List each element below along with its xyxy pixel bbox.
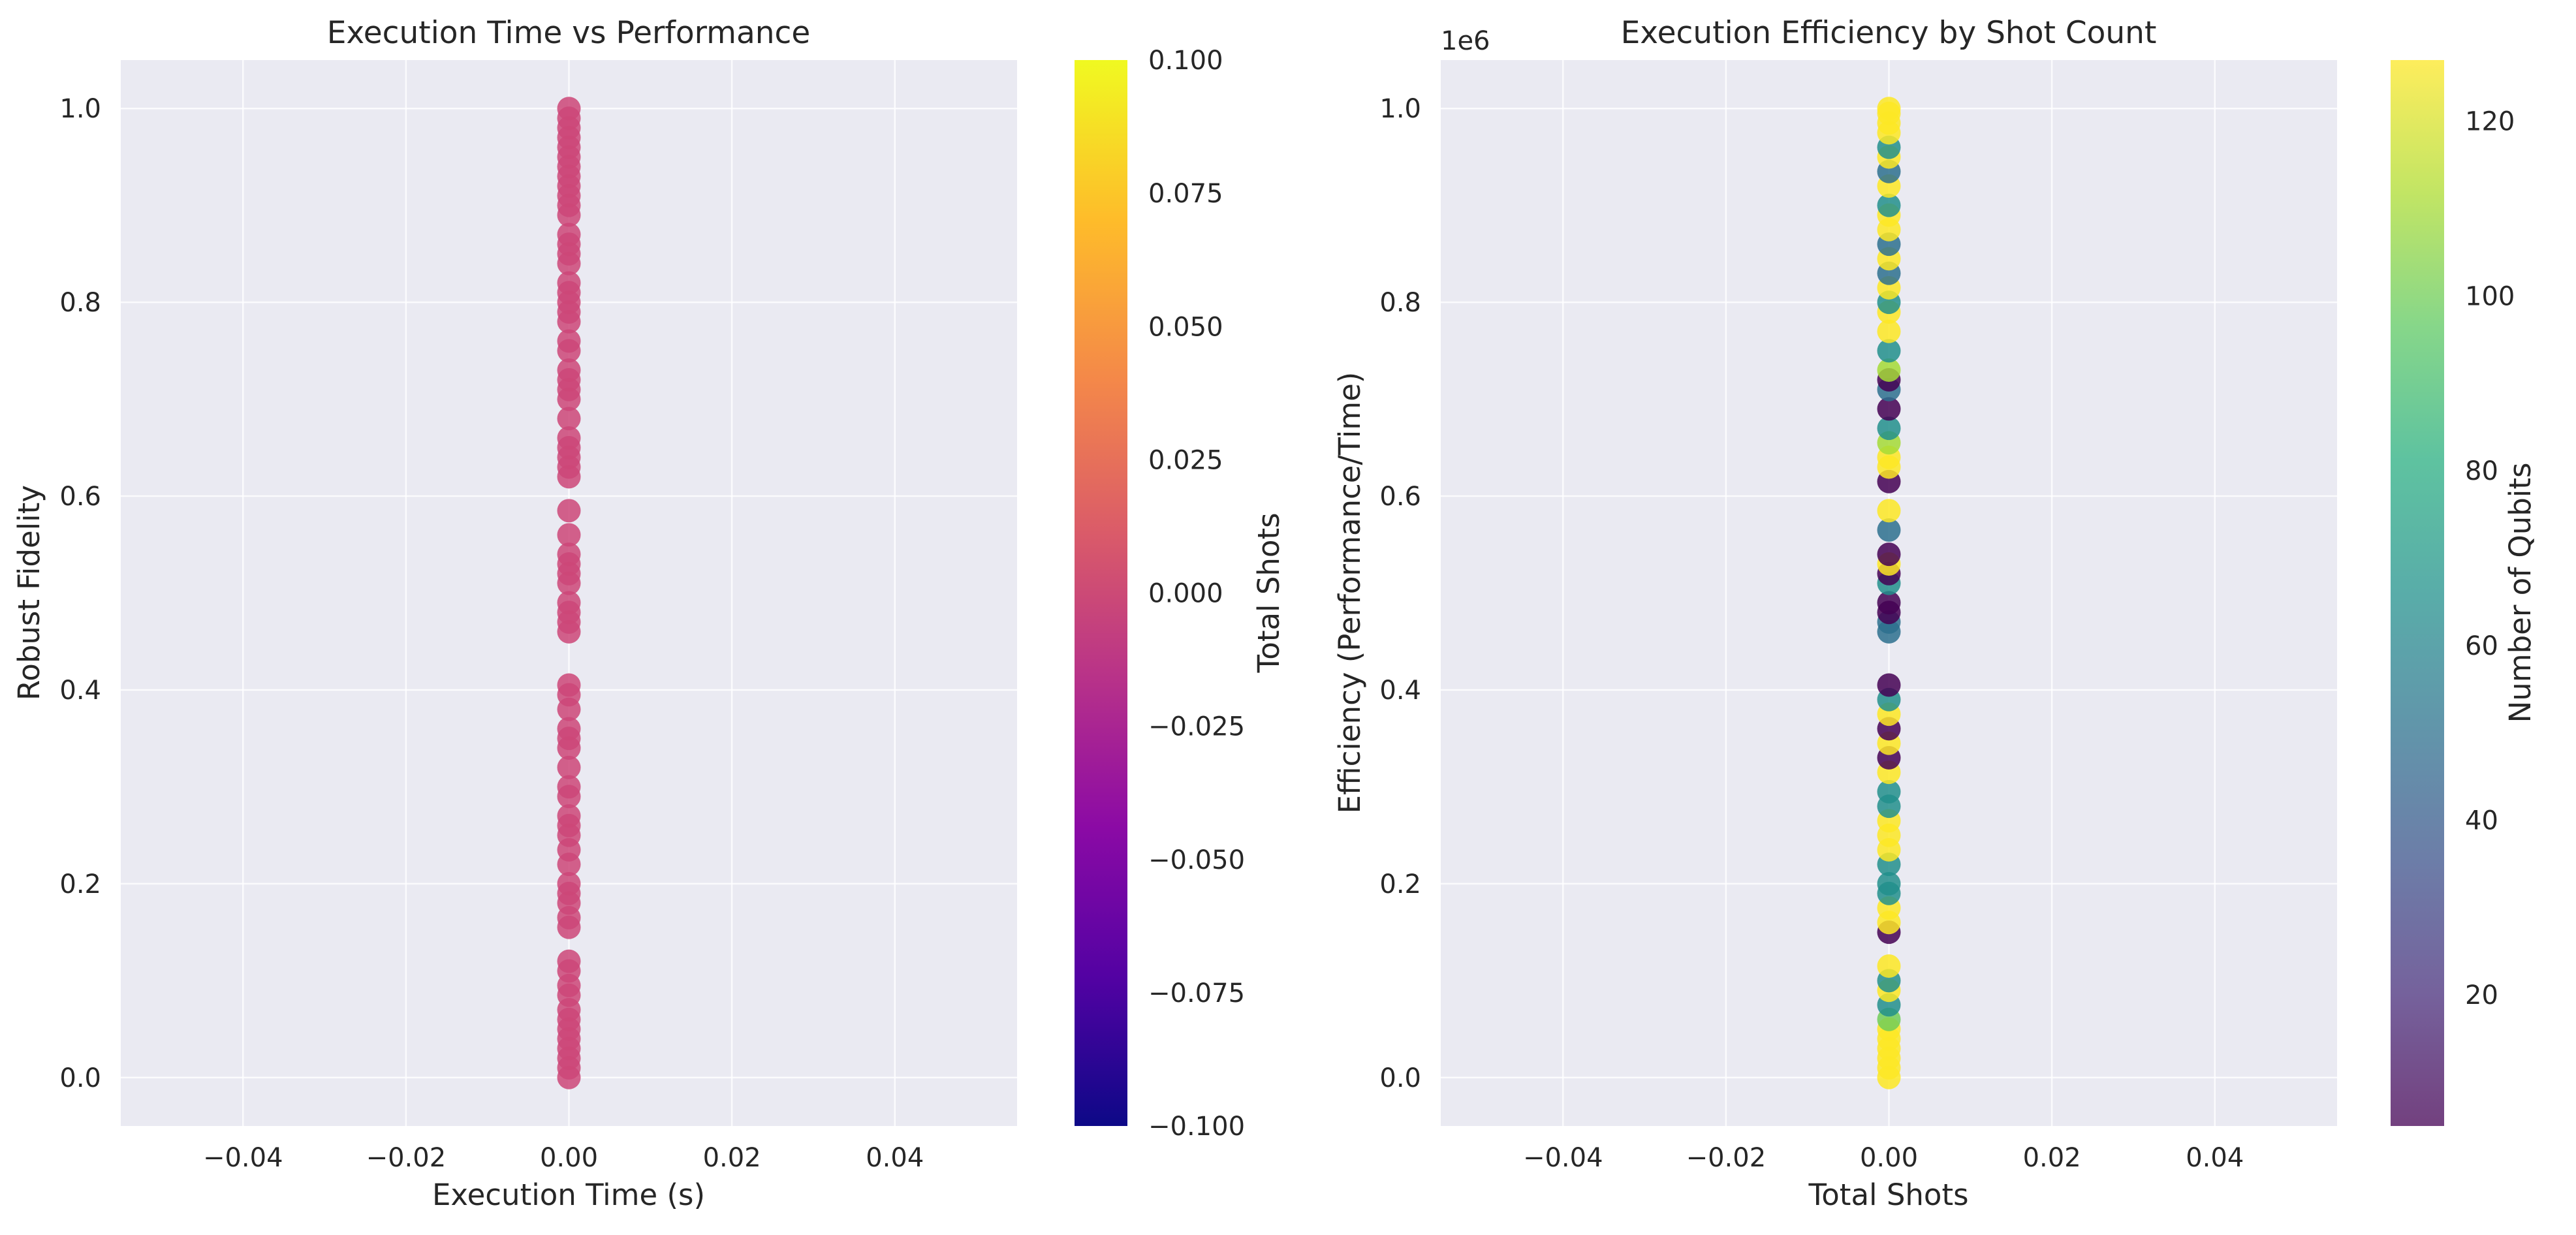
colorbar-tick-label: −0.100	[1148, 1112, 1245, 1142]
x-tick-label: −0.02	[366, 1143, 447, 1173]
scatter-point	[557, 804, 581, 828]
right-scatter-points	[1877, 97, 1901, 1089]
scatter-point	[557, 591, 581, 615]
scatter-point	[557, 871, 581, 896]
scatter-point	[1877, 542, 1901, 567]
scatter-point	[557, 426, 581, 450]
x-tick-label: 0.02	[703, 1143, 761, 1173]
scatter-point	[557, 271, 581, 295]
scatter-point	[1877, 499, 1901, 523]
scatter-point	[1877, 779, 1901, 804]
y-tick-label: 0.4	[1379, 676, 1421, 706]
scatter-point	[1877, 518, 1901, 542]
scatter-point	[557, 673, 581, 697]
left-x-axis-label: Execution Time (s)	[432, 1178, 705, 1212]
colorbar-tick-label: −0.050	[1148, 845, 1245, 875]
x-tick-label: 0.00	[1860, 1143, 1918, 1173]
left-panel: −0.04 −0.02 0.00 0.02 0.04 0.0 0.2 0.4 0.6 0.8 1.…	[12, 15, 1286, 1212]
left-colorbar-tick-labels: −0.100 −0.075 −0.050 −0.025 0.000 0.025 0.050 0…	[1148, 46, 1245, 1142]
left-chart-title: Execution Time vs Performance	[327, 15, 811, 51]
y-tick-label: 0.0	[59, 1063, 101, 1093]
colorbar-tick-label: −0.075	[1148, 978, 1245, 1008]
x-tick-label: 0.04	[2186, 1143, 2244, 1173]
scatter-point	[557, 755, 581, 779]
left-x-tick-labels: −0.04 −0.02 0.00 0.02 0.04	[203, 1143, 924, 1173]
scatter-point	[557, 407, 581, 431]
scatter-point	[557, 949, 581, 973]
scatter-point	[557, 523, 581, 547]
scatter-point	[1877, 358, 1901, 383]
right-chart-title: Execution Efficiency by Shot Count	[1621, 15, 2157, 51]
left-colorbar-label: Total Shots	[1251, 512, 1286, 673]
x-tick-label: 0.00	[540, 1143, 598, 1173]
x-tick-label: −0.04	[1523, 1143, 1603, 1173]
scatter-point	[557, 358, 581, 383]
colorbar-tick-label: 40	[2465, 806, 2498, 836]
right-colorbar-label: Number of Qubits	[2503, 463, 2537, 723]
y-tick-label: 0.4	[59, 676, 101, 706]
right-y-tick-labels: 0.0 0.2 0.4 0.6 0.8 1.0	[1379, 94, 1421, 1093]
y-tick-label: 0.6	[1379, 482, 1421, 512]
x-tick-label: −0.04	[203, 1143, 283, 1173]
right-y-offset-label: 1e6	[1441, 26, 1490, 56]
scatter-point	[1877, 871, 1901, 896]
right-colorbar-tick-labels: 20 40 60 80 100 120	[2465, 107, 2515, 1011]
scatter-point	[1877, 591, 1901, 615]
right-y-axis-label: Efficiency (Performance/Time)	[1332, 372, 1367, 814]
colorbar-tick-label: 100	[2465, 281, 2515, 311]
scatter-point	[1877, 97, 1901, 121]
colorbar-tick-label: 0.050	[1148, 312, 1223, 342]
scatter-point	[1877, 339, 1901, 363]
scatter-point	[1877, 673, 1901, 697]
y-tick-label: 0.2	[1379, 869, 1421, 899]
y-tick-label: 1.0	[1379, 94, 1421, 124]
left-y-tick-labels: 0.0 0.2 0.4 0.6 0.8 1.0	[59, 94, 101, 1093]
right-panel: −0.04 −0.02 0.00 0.02 0.04 0.0 0.2 0.4 0.6 0.8 1.…	[1332, 15, 2537, 1212]
y-tick-label: 1.0	[59, 94, 101, 124]
y-tick-label: 0.2	[59, 869, 101, 899]
scatter-point	[557, 717, 581, 741]
y-tick-label: 0.6	[59, 482, 101, 512]
right-x-tick-labels: −0.04 −0.02 0.00 0.02 0.04	[1523, 1143, 2244, 1173]
x-tick-label: −0.02	[1686, 1143, 1767, 1173]
scatter-point	[557, 775, 581, 799]
scatter-point	[557, 542, 581, 567]
colorbar-tick-label: 0.025	[1148, 445, 1223, 475]
colorbar-tick-label: 0.075	[1148, 179, 1223, 209]
scatter-point	[557, 223, 581, 247]
colorbar-tick-label: 80	[2465, 456, 2498, 486]
colorbar-tick-label: 0.000	[1148, 579, 1223, 609]
y-tick-label: 0.8	[59, 288, 101, 318]
left-scatter-points	[557, 97, 581, 1089]
colorbar-tick-label: 20	[2465, 980, 2498, 1010]
scatter-point	[1877, 319, 1901, 343]
y-tick-label: 0.8	[1379, 288, 1421, 318]
colorbar-tick-label: 120	[2465, 107, 2515, 137]
scatter-point	[557, 329, 581, 353]
x-tick-label: 0.04	[866, 1143, 924, 1173]
scatter-point	[1877, 954, 1901, 978]
right-colorbar	[2391, 60, 2444, 1126]
colorbar-tick-label: −0.025	[1148, 712, 1245, 742]
y-tick-label: 0.0	[1379, 1063, 1421, 1093]
left-colorbar	[1075, 60, 1127, 1126]
scatter-point	[557, 97, 581, 121]
colorbar-tick-label: 0.100	[1148, 46, 1223, 76]
colorbar-tick-label: 60	[2465, 631, 2498, 661]
scatter-point	[1877, 193, 1901, 217]
scatter-point	[1877, 416, 1901, 441]
left-y-axis-label: Robust Fidelity	[12, 485, 46, 700]
scatter-point	[1877, 397, 1901, 421]
scatter-point	[557, 499, 581, 523]
x-tick-label: 0.02	[2023, 1143, 2081, 1173]
right-x-axis-label: Total Shots	[1808, 1178, 1968, 1212]
